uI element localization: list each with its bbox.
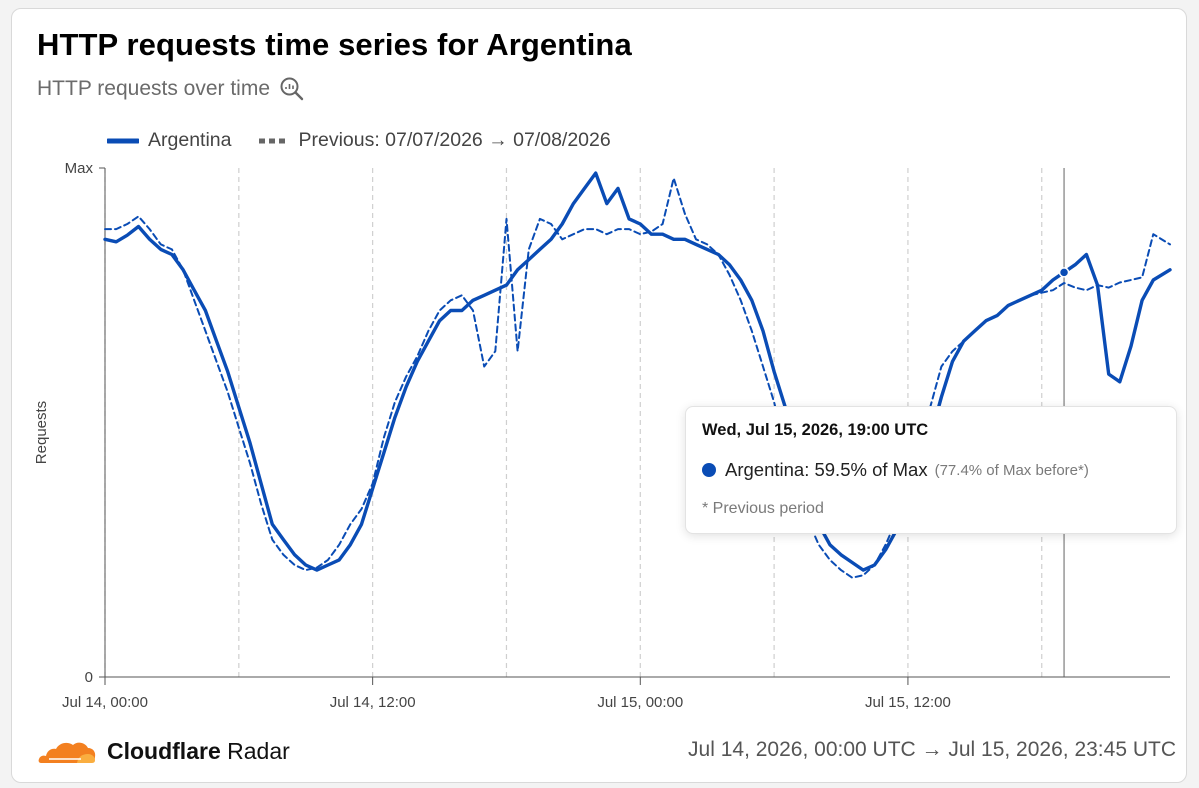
chart-plot[interactable]: Jul 14, 00:00 Jul 14, 12:00 Jul 15, 00:00 J… [12, 9, 1187, 709]
hover-point [1058, 267, 1070, 278]
cloudflare-cloud-icon [38, 742, 96, 763]
subtitle-text: HTTP requests over time [37, 77, 271, 100]
brand-logo[interactable]: Cloudflare Radar [37, 735, 290, 767]
tooltip-previous-value: (77.4% of Max before*) [934, 461, 1089, 479]
x-tick-label: Jul 14, 00:00 [62, 694, 148, 709]
brand-name: Cloudflare Radar [107, 738, 290, 765]
chart-subtitle: HTTP requests over time [37, 76, 305, 102]
x-tick-label: Jul 15, 00:00 [597, 694, 683, 709]
chart-card: HTTP requests time series for Argentina … [11, 8, 1187, 783]
legend-current-label: Argentina [148, 129, 232, 151]
tooltip-series-value: Argentina: 59.5% of Max [725, 459, 928, 480]
y-tick-label-zero: 0 [85, 669, 93, 686]
y-tick-label-max: Max [65, 160, 94, 177]
zoom-search-icon[interactable] [279, 76, 305, 102]
axis-tick-labels: Jul 14, 00:00 Jul 14, 12:00 Jul 15, 00:00 J… [62, 160, 951, 709]
brand-light: Radar [227, 737, 290, 764]
solid-line-swatch-icon [107, 138, 139, 143]
tooltip-series-line: Argentina: 59.5% of Max (77.4% of Max be… [702, 459, 1089, 481]
page-title: HTTP requests time series for Argentina [37, 27, 632, 62]
series-line-argentina [103, 171, 1172, 572]
dashed-line-swatch-icon [259, 138, 288, 143]
legend-item-current[interactable]: Argentina [107, 129, 231, 152]
legend-previous-label: Previous: 07/07/2026 → 07/08/2026 [298, 129, 611, 151]
date-range: Jul 14, 2026, 00:00 UTC → Jul 15, 2026, … [688, 738, 1176, 761]
x-tick-label: Jul 15, 12:00 [865, 694, 951, 709]
series-dot-icon [702, 463, 716, 477]
chart-legend: Argentina Previous: 07/07/2026 → 07/08/2… [107, 129, 637, 152]
tooltip-date: Wed, Jul 15, 2026, 19:00 UTC [702, 421, 929, 439]
hover-tooltip: Wed, Jul 15, 2026, 19:00 UTC Argentina: … [685, 406, 1177, 534]
series-lines [103, 171, 1172, 579]
x-tick-label: Jul 14, 12:00 [330, 694, 416, 709]
tooltip-note: * Previous period [702, 500, 824, 517]
legend-item-previous[interactable]: Previous: 07/07/2026 → 07/08/2026 [257, 129, 611, 152]
brand-strong: Cloudflare [107, 737, 221, 764]
chart-axes [99, 167, 1170, 685]
